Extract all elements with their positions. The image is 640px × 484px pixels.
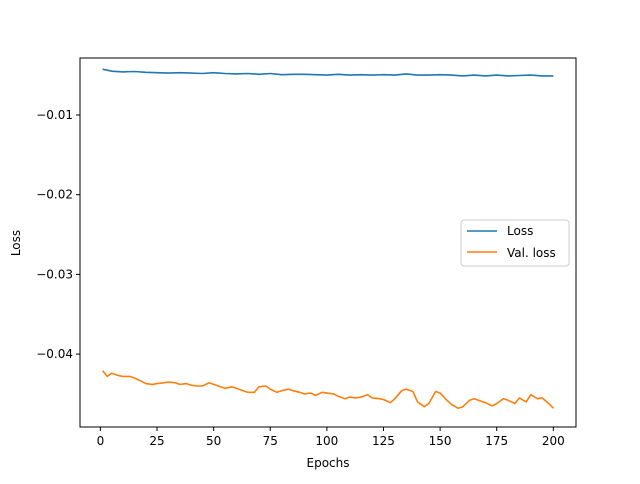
legend-label-loss: Loss [507, 224, 533, 238]
y-tick-label: −0.02 [36, 188, 73, 202]
y-tick-label: −0.04 [36, 347, 73, 361]
x-axis-ticks: 0 25 50 75 100 125 150 175 200 [97, 427, 565, 448]
x-axis-label: Epochs [307, 456, 350, 470]
plot-frame [79, 57, 577, 428]
x-tick-label: 100 [315, 434, 338, 448]
y-axis-label: Loss [9, 230, 23, 256]
y-tick-label: −0.01 [36, 108, 73, 122]
x-tick-label: 200 [542, 434, 565, 448]
series-line-val-loss [101, 370, 554, 410]
y-tick-label: −0.03 [36, 267, 73, 281]
plot-lines [101, 68, 554, 410]
x-tick-label: 0 [97, 434, 105, 448]
y-axis-ticks: −0.01 −0.02 −0.03 −0.04 [36, 108, 80, 361]
x-tick-label: 50 [206, 434, 221, 448]
legend: Loss Val. loss [460, 219, 570, 267]
x-tick-label: 75 [263, 434, 278, 448]
x-tick-label: 175 [485, 434, 508, 448]
x-tick-label: 125 [372, 434, 395, 448]
x-tick-label: 25 [149, 434, 164, 448]
x-tick-label: 150 [429, 434, 452, 448]
legend-label-val-loss: Val. loss [507, 246, 556, 260]
series-line-loss [102, 68, 554, 77]
